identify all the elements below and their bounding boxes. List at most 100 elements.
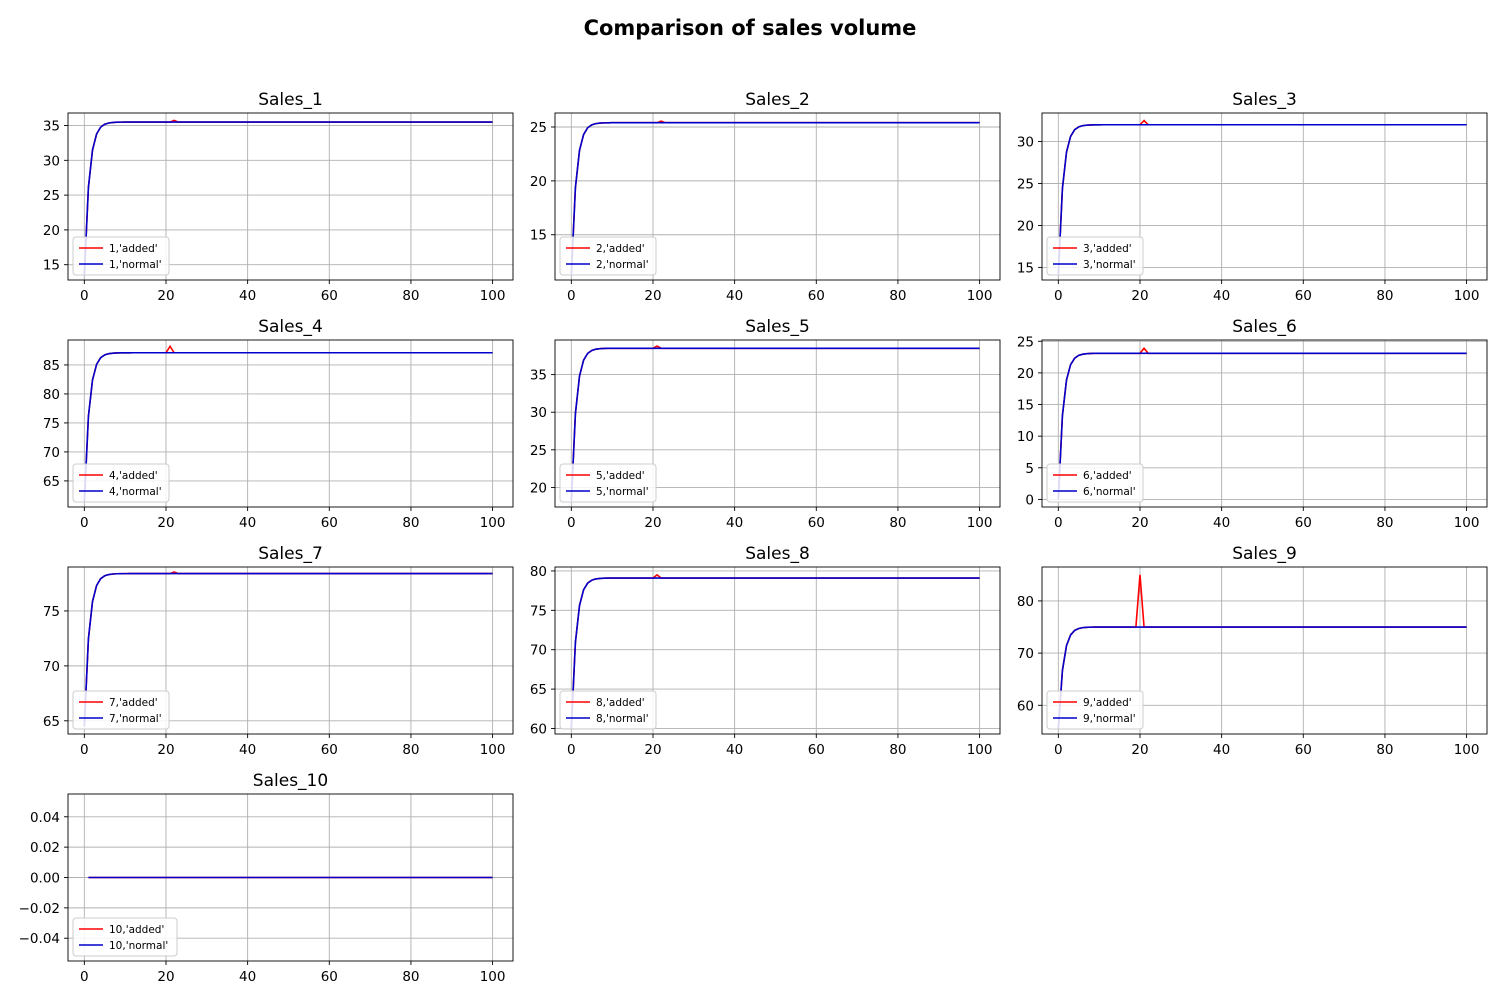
y-tick-label: 5: [1025, 461, 1034, 477]
legend-entry: 1,'added': [109, 243, 158, 255]
x-tick-label: 0: [1054, 515, 1063, 531]
y-tick-label: 70: [43, 445, 60, 461]
x-tick-label: 80: [402, 969, 419, 985]
y-tick-label: 70: [43, 659, 60, 675]
x-tick-label: 100: [967, 515, 993, 531]
x-tick-label: 0: [1054, 742, 1063, 758]
x-tick-label: 40: [1213, 742, 1230, 758]
x-tick-label: 80: [1376, 515, 1393, 531]
y-tick-label: 15: [43, 258, 60, 274]
legend-entry: 7,'normal': [109, 713, 162, 725]
legend-entry: 7,'added': [109, 697, 158, 709]
legend-entry: 3,'added': [1083, 243, 1132, 255]
legend-box: [559, 690, 657, 730]
x-tick-label: 40: [1213, 515, 1230, 531]
subplot-5: Sales_5 0 20 40 60 80 100 20 25 30 35 5,'added' 5,'n…: [530, 317, 1001, 531]
series-line-normal: [570, 121, 980, 275]
x-tick-label: 80: [1376, 288, 1393, 304]
x-tick-label: 20: [1131, 742, 1148, 758]
x-tick-label: 100: [967, 288, 993, 304]
legend: 1,'added' 1,'normal': [72, 236, 170, 276]
legend-entry: 5,'normal': [596, 486, 649, 498]
y-tick-label: 25: [1017, 334, 1034, 350]
x-tick-label: 60: [321, 742, 338, 758]
subplot-7: Sales_7 0 20 40 60 80 100 65 70 75 7,'added' 7,'nor…: [43, 544, 514, 758]
legend-box: [1046, 463, 1144, 503]
legend: 5,'added' 5,'normal': [559, 463, 657, 503]
legend-entry: 1,'normal': [109, 259, 162, 271]
y-tick-label: 30: [43, 153, 60, 169]
y-tick-label: 20: [530, 174, 547, 190]
y-tick-label: 30: [1017, 135, 1034, 151]
x-tick-label: 20: [644, 515, 661, 531]
x-tick-label: 40: [239, 742, 256, 758]
y-tick-label: 65: [43, 714, 60, 730]
subplot-4: Sales_40 20 40 60 80 10065707580854,'added'4,…: [43, 317, 514, 531]
y-tick-label: 35: [43, 119, 60, 135]
legend-box: [72, 463, 170, 503]
x-tick-label: 40: [726, 515, 743, 531]
legend-box: [72, 917, 178, 957]
x-tick-label: 40: [1213, 288, 1230, 304]
legend: 10,'added' 10,'normal': [72, 917, 178, 957]
x-tick-label: 80: [402, 515, 419, 531]
y-tick-label: 30: [530, 405, 547, 421]
y-tick-label: 85: [43, 358, 60, 374]
x-tick-label: 0: [567, 742, 576, 758]
subplot-9: Sales_9 0 20 40 60 80 100 60 70 80 9,'added' 9,'nor…: [1017, 544, 1488, 758]
x-tick-label: 60: [1295, 515, 1312, 531]
y-tick-label: 20: [530, 480, 547, 496]
y-tick-label: 10: [1017, 429, 1034, 445]
y-tick-label: 60: [1017, 698, 1034, 714]
y-tick-label: −0.02: [19, 901, 60, 917]
legend-box: [1046, 690, 1144, 730]
legend-entry: 2,'added': [596, 243, 645, 255]
legend-box: [72, 690, 170, 730]
x-tick-label: 100: [1454, 515, 1480, 531]
subplot-2: Sales_2 0 20 40 60 80 100 15 20 25 2,'added' 2,'nor…: [530, 90, 1001, 304]
x-tick-label: 100: [480, 288, 506, 304]
x-tick-label: 20: [157, 515, 174, 531]
series-line-normal: [1057, 123, 1467, 275]
y-tick-label: 25: [43, 188, 60, 204]
x-tick-label: 80: [1376, 742, 1393, 758]
axes-frame: [67, 339, 514, 508]
x-tick-label: 20: [1131, 288, 1148, 304]
axes-frame: [67, 793, 514, 962]
legend: 6,'added' 6,'normal': [1046, 463, 1144, 503]
legend: 2,'added' 2,'normal': [559, 236, 657, 276]
x-tick-label: 0: [80, 288, 89, 304]
x-tick-label: 60: [808, 288, 825, 304]
x-tick-label: 20: [157, 969, 174, 985]
axes-frame: [554, 112, 1001, 281]
legend-box: [559, 463, 657, 503]
x-tick-label: 0: [567, 515, 576, 531]
x-tick-label: 60: [808, 515, 825, 531]
series-line-normal: [570, 577, 980, 729]
legend: 8,'added' 8,'normal': [559, 690, 657, 730]
legend-entry: 6,'normal': [1083, 486, 1136, 498]
legend-entry: 10,'normal': [109, 940, 168, 952]
x-tick-label: 80: [889, 742, 906, 758]
axes-frame: [67, 566, 514, 735]
x-tick-label: 20: [644, 742, 661, 758]
x-tick-label: 40: [239, 969, 256, 985]
subplot-1: Sales_10 20 40 60 80 10015202530351,'added'1,…: [43, 90, 514, 304]
y-tick-label: 35: [530, 368, 547, 384]
x-tick-label: 60: [321, 969, 338, 985]
subplot-title: Sales_9: [1232, 544, 1297, 564]
y-tick-label: 80: [530, 564, 547, 580]
y-tick-label: 25: [530, 443, 547, 459]
y-tick-label: 75: [43, 416, 60, 432]
subplot-10: Sales_10 0 20 40 60 80 100 −0.04 −0.02 0.00 0.02 0.…: [19, 771, 514, 985]
x-tick-label: 0: [80, 515, 89, 531]
x-tick-label: 60: [321, 515, 338, 531]
y-tick-label: 15: [1017, 260, 1034, 276]
legend-entry: 10,'added': [109, 924, 164, 936]
axes-frame: [554, 566, 1001, 735]
x-tick-label: 0: [567, 288, 576, 304]
subplot-title: Sales_4: [258, 317, 323, 337]
series-line-normal: [83, 121, 493, 276]
y-tick-label: 15: [1017, 398, 1034, 414]
y-tick-label: 0.00: [30, 871, 60, 887]
